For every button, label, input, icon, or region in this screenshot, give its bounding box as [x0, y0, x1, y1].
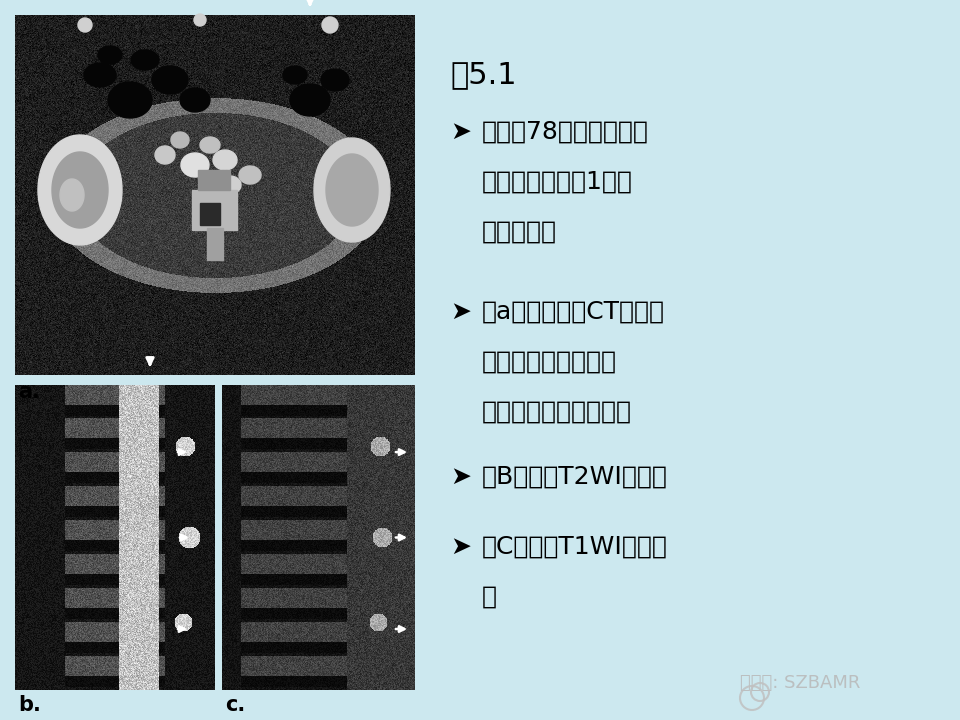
- Polygon shape: [52, 152, 108, 228]
- Circle shape: [194, 14, 206, 26]
- Text: a.: a.: [18, 382, 40, 402]
- Polygon shape: [60, 179, 84, 211]
- Polygon shape: [326, 154, 378, 226]
- Polygon shape: [239, 166, 261, 184]
- Bar: [198, 170, 230, 190]
- Polygon shape: [200, 137, 220, 153]
- Text: ➤: ➤: [450, 300, 471, 324]
- Text: （C）增强T1WI明显强: （C）增强T1WI明显强: [482, 535, 668, 559]
- Polygon shape: [181, 153, 209, 177]
- Text: 化: 化: [482, 585, 497, 609]
- Polygon shape: [98, 46, 122, 64]
- Bar: [192, 190, 237, 230]
- Polygon shape: [84, 63, 116, 87]
- Bar: [15, 15, 415, 375]
- Bar: [15, 385, 215, 690]
- Polygon shape: [155, 146, 175, 164]
- Text: 经纤维瘤病: 经纤维瘤病: [482, 220, 557, 244]
- Text: 男性，78岁，多发性皮: 男性，78岁，多发性皮: [482, 120, 649, 144]
- Text: ➤: ➤: [450, 465, 471, 489]
- Text: ➤: ➤: [450, 120, 471, 144]
- Text: 图5.1: 图5.1: [450, 60, 516, 89]
- Polygon shape: [283, 66, 307, 84]
- Polygon shape: [38, 135, 122, 245]
- Text: 头），提示神经纤维瘤: 头），提示神经纤维瘤: [482, 400, 632, 424]
- Text: 多发软组织肿块（箭: 多发软组织肿块（箭: [482, 350, 617, 374]
- Text: c.: c.: [225, 695, 245, 715]
- Polygon shape: [180, 88, 210, 112]
- Polygon shape: [314, 138, 390, 242]
- Polygon shape: [108, 82, 152, 118]
- Circle shape: [78, 18, 92, 32]
- Polygon shape: [213, 150, 237, 170]
- Text: 肤神经纤维瘤，1型神: 肤神经纤维瘤，1型神: [482, 170, 633, 194]
- Circle shape: [322, 17, 338, 33]
- Polygon shape: [219, 176, 241, 194]
- Bar: [222, 385, 415, 690]
- Polygon shape: [290, 84, 330, 116]
- Polygon shape: [171, 132, 189, 148]
- Text: （a）腹部轴位CT增强：: （a）腹部轴位CT增强：: [482, 300, 665, 324]
- Polygon shape: [131, 50, 159, 70]
- Text: ➤: ➤: [450, 535, 471, 559]
- Text: （B）矢状T2WI高信号: （B）矢状T2WI高信号: [482, 465, 668, 489]
- Bar: [200, 203, 220, 225]
- Bar: [207, 228, 223, 260]
- Text: 微信号: SZBAMR: 微信号: SZBAMR: [740, 674, 860, 692]
- Polygon shape: [321, 69, 349, 91]
- Text: b.: b.: [18, 695, 41, 715]
- Polygon shape: [152, 66, 188, 94]
